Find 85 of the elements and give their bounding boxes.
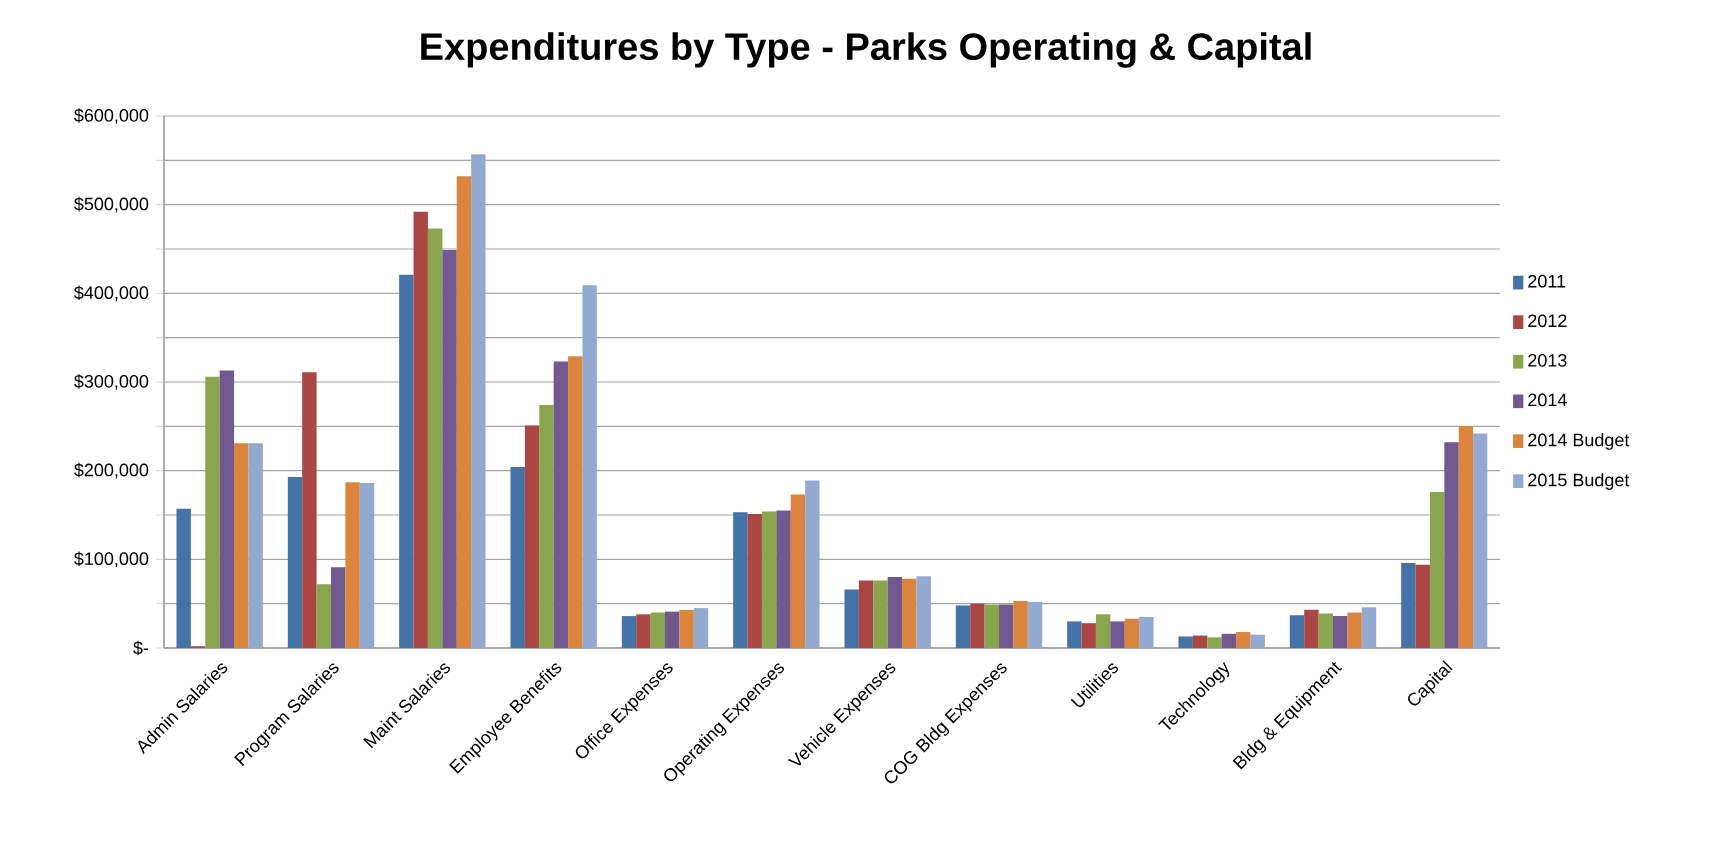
bar — [1473, 433, 1488, 648]
bar — [636, 614, 651, 648]
bar — [302, 372, 317, 648]
bar — [916, 576, 931, 648]
bar — [1067, 621, 1082, 648]
bar — [1304, 609, 1319, 648]
y-tick-label: $600,000 — [74, 108, 149, 124]
bar — [679, 609, 694, 648]
bar — [665, 611, 680, 648]
bar — [1027, 601, 1043, 648]
y-tick-label: $400,000 — [74, 285, 149, 302]
y-tick-label: $100,000 — [74, 551, 149, 568]
bar — [621, 616, 637, 648]
bar — [248, 443, 263, 648]
y-tick-label: $200,000 — [74, 462, 149, 479]
bar — [1139, 616, 1154, 648]
bar — [1110, 621, 1125, 648]
legend-label: 2012 — [1528, 314, 1567, 328]
bar — [1221, 633, 1237, 648]
bar — [1415, 564, 1430, 648]
bar — [234, 443, 249, 648]
bar — [456, 176, 472, 648]
y-tick-label: $500,000 — [74, 196, 149, 213]
bar — [582, 285, 597, 648]
bar — [1250, 634, 1265, 648]
y-tick-label: $300,000 — [74, 374, 149, 390]
bar — [442, 249, 457, 648]
bar — [205, 376, 220, 648]
bar — [873, 580, 888, 648]
bar — [1429, 491, 1445, 648]
bar — [1236, 632, 1251, 648]
bar — [413, 211, 428, 648]
bar — [553, 361, 569, 648]
bar — [1192, 635, 1208, 648]
legend-label: 2013 — [1528, 353, 1567, 367]
bar — [1333, 616, 1348, 648]
bar — [1095, 614, 1111, 648]
bar — [1289, 615, 1305, 648]
bar — [790, 494, 806, 648]
bar — [316, 584, 332, 648]
bar — [776, 510, 791, 648]
legend-label: 2014 Budget — [1528, 433, 1630, 450]
bar — [733, 512, 748, 648]
bar — [568, 356, 583, 648]
bar — [1444, 442, 1459, 648]
bar — [805, 480, 820, 648]
bar — [747, 514, 762, 648]
bar — [955, 605, 971, 648]
bar — [887, 577, 903, 648]
bar — [761, 511, 777, 648]
bar — [427, 228, 443, 648]
bar — [345, 482, 360, 648]
y-tick-label: $- — [133, 640, 149, 656]
bar — [1207, 637, 1222, 648]
bar — [1124, 618, 1140, 648]
bar — [399, 274, 414, 648]
bar — [970, 603, 985, 648]
bar — [1361, 607, 1377, 648]
bar — [471, 154, 486, 648]
legend-label: 2015 Budget — [1528, 473, 1630, 490]
bar — [844, 589, 859, 648]
bar — [219, 370, 235, 648]
bar — [331, 567, 346, 648]
bar — [287, 476, 303, 648]
bar — [1347, 612, 1362, 648]
bar — [359, 483, 375, 648]
bar — [693, 608, 709, 648]
bar — [1401, 562, 1416, 648]
bar — [524, 425, 540, 648]
bar — [902, 578, 917, 648]
bar — [510, 467, 525, 648]
bar — [999, 604, 1014, 648]
bar — [1318, 613, 1334, 648]
legend-label: 2014 — [1528, 393, 1567, 407]
bar — [176, 508, 191, 648]
bar — [1458, 426, 1474, 648]
bar — [539, 405, 554, 648]
bar — [1178, 636, 1193, 648]
bar — [984, 604, 1000, 648]
bar — [1013, 601, 1028, 648]
legend-label: 2011 — [1528, 274, 1566, 288]
bar — [1081, 623, 1096, 648]
chart-title: Expenditures by Type - Parks Operating & Capital — [421, 32, 1311, 68]
bar — [650, 612, 666, 648]
bar — [858, 580, 874, 648]
